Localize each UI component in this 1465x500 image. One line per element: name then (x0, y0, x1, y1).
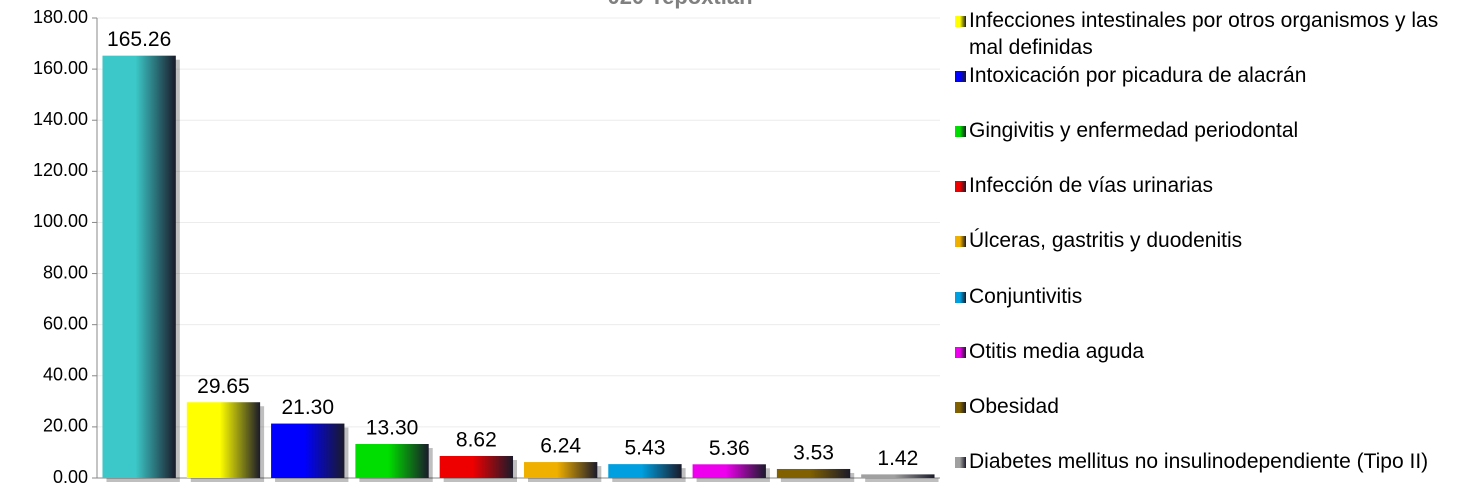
legend-item: Infección de vías urinarias (955, 172, 1450, 199)
data-label: 5.36 (709, 437, 750, 460)
legend-label: Infección de vías urinarias (969, 174, 1213, 198)
data-label: 21.30 (281, 396, 334, 419)
bar (355, 444, 429, 478)
y-tick-label: 160.00 (33, 58, 88, 78)
data-label: 3.53 (793, 442, 834, 465)
legend-swatch (955, 71, 966, 83)
legend-swatch (955, 236, 966, 248)
y-tick-label: 120.00 (33, 160, 88, 180)
bar (102, 55, 176, 479)
legend-swatch (955, 16, 966, 27)
legend-swatch (955, 291, 966, 303)
legend-swatch (955, 126, 966, 138)
y-tick-label: 60.00 (43, 313, 88, 333)
legend-swatch (955, 456, 966, 468)
data-label: 13.30 (366, 417, 419, 440)
legend-swatch (955, 181, 966, 193)
bar-shadow (865, 478, 939, 482)
bar (776, 468, 851, 478)
chart-title: 020 Tepoxtlan (607, 0, 752, 9)
data-label: 5.43 (625, 437, 666, 460)
legend-item: Diabetes mellitus no insulinodependiente… (955, 448, 1450, 475)
y-tick-label: 0.00 (53, 467, 88, 487)
bar (186, 402, 261, 478)
legend-item: Intoxicación por picadura de alacrán (955, 62, 1450, 89)
data-label: 6.24 (540, 435, 581, 458)
legend-item: Infecciones intestinales por otros organ… (955, 7, 1450, 61)
legend-item: Úlceras, gastritis y duodenitis (955, 227, 1450, 254)
y-tick-label: 140.00 (33, 109, 88, 129)
legend-label: Gingivitis y enfermedad periodontal (969, 119, 1299, 143)
legend-swatch (955, 346, 966, 358)
legend-label: Otitis media aguda (969, 339, 1145, 363)
legend-label: Intoxicación por picadura de alacrán (969, 64, 1307, 88)
y-tick-label: 180.00 (33, 7, 88, 27)
legend-label: Conjuntivitis (969, 284, 1083, 308)
legend-swatch (955, 401, 966, 413)
y-tick-label: 40.00 (43, 365, 88, 385)
chart: 020 Tepoxtlan 0.00 20.00 40.00 60.00 80.00 10… (33, 0, 940, 487)
bar (608, 464, 682, 478)
legend-label: Obesidad (969, 394, 1059, 418)
legend-item: Otitis media aguda (955, 338, 1450, 365)
data-label: 29.65 (197, 375, 250, 398)
legend-item: Obesidad (955, 393, 1450, 420)
bar (271, 423, 345, 478)
data-label: 1.42 (877, 447, 918, 470)
legend-label: Diabetes mellitus no insulinodependiente… (969, 449, 1429, 473)
legend-label: Infecciones intestinales por otros organ… (969, 9, 1439, 59)
legend-label: Úlceras, gastritis y duodenitis (969, 229, 1243, 253)
data-label: 165.26 (107, 28, 171, 51)
y-tick-label: 80.00 (43, 262, 88, 282)
bar (861, 474, 935, 478)
y-tick-label: 20.00 (43, 416, 88, 436)
y-tick-label: 100.00 (33, 211, 88, 231)
legend-item: Gingivitis y enfermedad periodontal (955, 117, 1450, 144)
bar (692, 464, 766, 478)
bar (439, 455, 514, 478)
data-label: 8.62 (456, 429, 497, 452)
bar (523, 462, 598, 478)
legend-item: Conjuntivitis (955, 283, 1450, 310)
